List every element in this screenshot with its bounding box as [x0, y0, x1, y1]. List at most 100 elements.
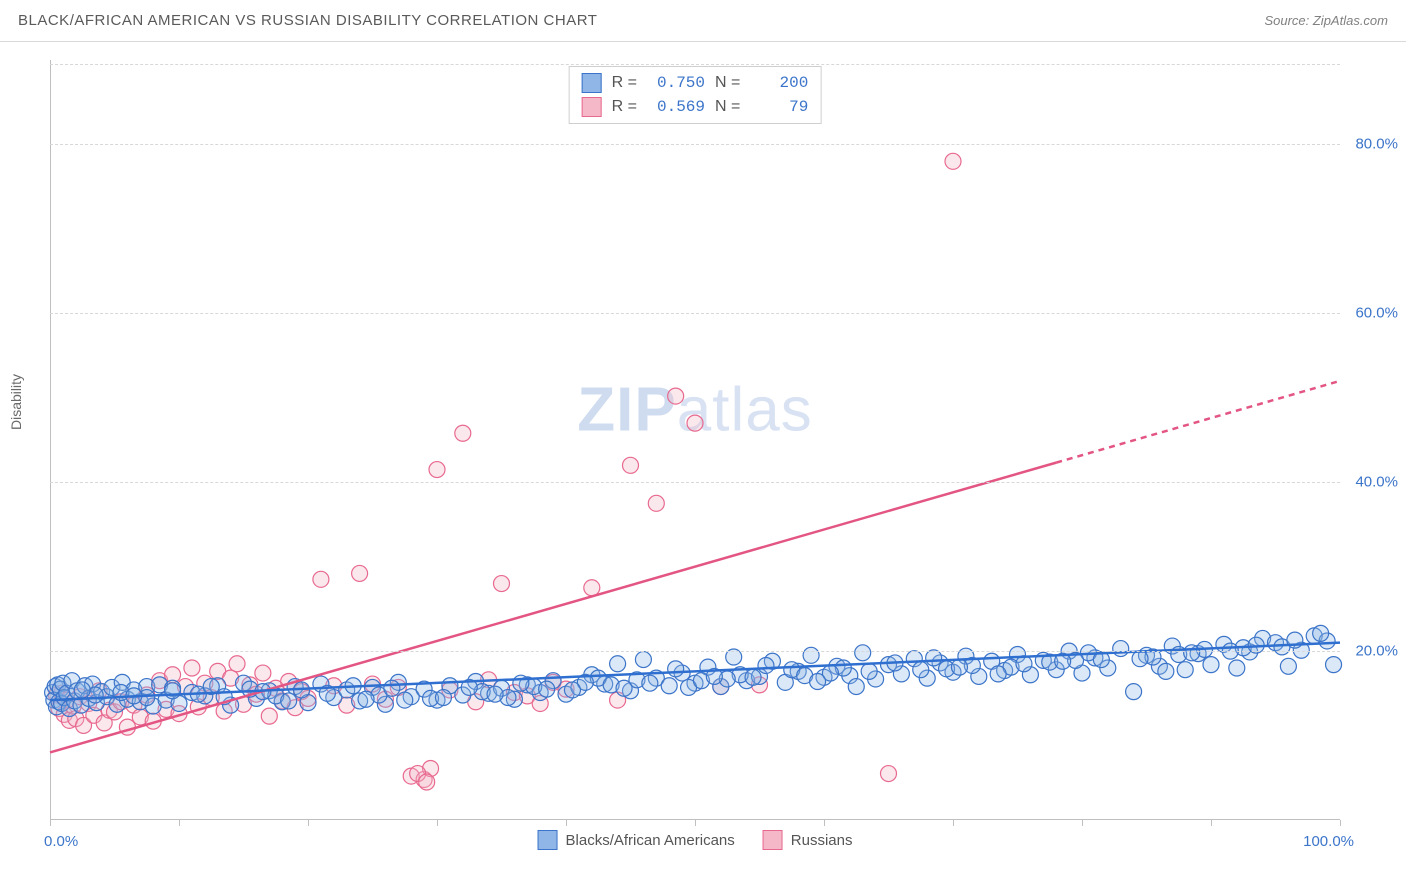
data-point: [610, 656, 626, 672]
data-point: [661, 678, 677, 694]
n-value-blue: 200: [750, 74, 808, 92]
data-point: [74, 682, 90, 698]
grid-line: [50, 313, 1340, 314]
swatch-bottom-pink: [763, 830, 783, 850]
legend-bottom-pink: Russians: [763, 830, 853, 850]
data-point: [642, 675, 658, 691]
data-point: [758, 657, 774, 673]
data-point: [810, 674, 826, 690]
data-point: [855, 645, 871, 661]
data-point: [913, 662, 929, 678]
y-axis-label: Disability: [8, 374, 24, 430]
data-point: [1158, 663, 1174, 679]
x-max-label: 100.0%: [1303, 833, 1354, 850]
x-min-label: 0.0%: [44, 833, 78, 850]
data-point: [255, 665, 271, 681]
grid-line: [50, 144, 1340, 145]
data-point: [429, 462, 445, 478]
x-tick: [50, 820, 51, 826]
legend-bottom-pink-label: Russians: [791, 832, 853, 849]
data-point: [419, 774, 435, 790]
data-point: [584, 580, 600, 596]
data-point: [455, 425, 471, 441]
data-point: [513, 675, 529, 691]
legend-top: R = 0.750 N = 200 R = 0.569 N = 79: [569, 66, 822, 124]
n-value-pink: 79: [750, 98, 808, 116]
data-point: [494, 576, 510, 592]
data-point: [1203, 657, 1219, 673]
data-point: [745, 669, 761, 685]
data-point: [358, 691, 374, 707]
source-name: ZipAtlas.com: [1313, 13, 1388, 28]
legend-row-pink: R = 0.569 N = 79: [582, 95, 809, 119]
data-point: [881, 766, 897, 782]
x-tick: [953, 820, 954, 826]
source-attribution: Source: ZipAtlas.com: [1264, 13, 1388, 28]
x-tick: [566, 820, 567, 826]
swatch-pink: [582, 97, 602, 117]
data-point: [1184, 645, 1200, 661]
y-tick-label: 20.0%: [1355, 643, 1398, 660]
r-label-blue: R =: [612, 74, 637, 92]
x-tick: [824, 820, 825, 826]
r-value-pink: 0.569: [647, 98, 705, 116]
scatter-svg: [50, 60, 1340, 820]
x-tick: [308, 820, 309, 826]
data-point: [1326, 657, 1342, 673]
swatch-bottom-blue: [538, 830, 558, 850]
data-point: [487, 686, 503, 702]
data-point: [926, 650, 942, 666]
data-point: [1313, 625, 1329, 641]
data-point: [313, 571, 329, 587]
data-point: [803, 647, 819, 663]
data-point: [281, 693, 297, 709]
n-label-blue: N =: [715, 74, 740, 92]
x-tick: [1340, 820, 1341, 826]
data-point: [668, 388, 684, 404]
data-point: [635, 652, 651, 668]
data-point: [1229, 660, 1245, 676]
grid-line: [50, 651, 1340, 652]
y-tick-label: 80.0%: [1355, 136, 1398, 153]
data-point: [184, 660, 200, 676]
data-point: [352, 565, 368, 581]
swatch-blue: [582, 73, 602, 93]
data-point: [668, 661, 684, 677]
data-point: [945, 153, 961, 169]
data-point: [539, 681, 555, 697]
legend-bottom-blue: Blacks/African Americans: [538, 830, 735, 850]
trend-line: [50, 463, 1056, 753]
x-tick: [179, 820, 180, 826]
data-point: [384, 680, 400, 696]
data-point: [1126, 684, 1142, 700]
plot-area: ZIPatlas R = 0.750 N = 200 R = 0.569 N =…: [50, 60, 1340, 820]
data-point: [687, 415, 703, 431]
x-tick: [437, 820, 438, 826]
legend-bottom-blue-label: Blacks/African Americans: [566, 832, 735, 849]
data-point: [616, 680, 632, 696]
x-tick: [1211, 820, 1212, 826]
data-point: [1280, 658, 1296, 674]
data-point: [951, 659, 967, 675]
data-point: [1177, 662, 1193, 678]
title-bar: BLACK/AFRICAN AMERICAN VS RUSSIAN DISABI…: [0, 0, 1406, 42]
data-point: [848, 679, 864, 695]
data-point: [648, 495, 664, 511]
data-point: [397, 692, 413, 708]
r-label-pink: R =: [612, 98, 637, 116]
data-point: [623, 457, 639, 473]
data-point: [564, 682, 580, 698]
data-point: [261, 708, 277, 724]
data-point: [990, 666, 1006, 682]
grid-line: [50, 64, 1340, 65]
data-point: [861, 663, 877, 679]
y-tick-label: 40.0%: [1355, 474, 1398, 491]
n-label-pink: N =: [715, 98, 740, 116]
source-label: Source:: [1264, 13, 1312, 28]
data-point: [1113, 641, 1129, 657]
x-tick: [1082, 820, 1083, 826]
data-point: [1132, 651, 1148, 667]
data-point: [229, 656, 245, 672]
trend-line: [1056, 381, 1340, 463]
legend-bottom: Blacks/African Americans Russians: [538, 830, 853, 850]
